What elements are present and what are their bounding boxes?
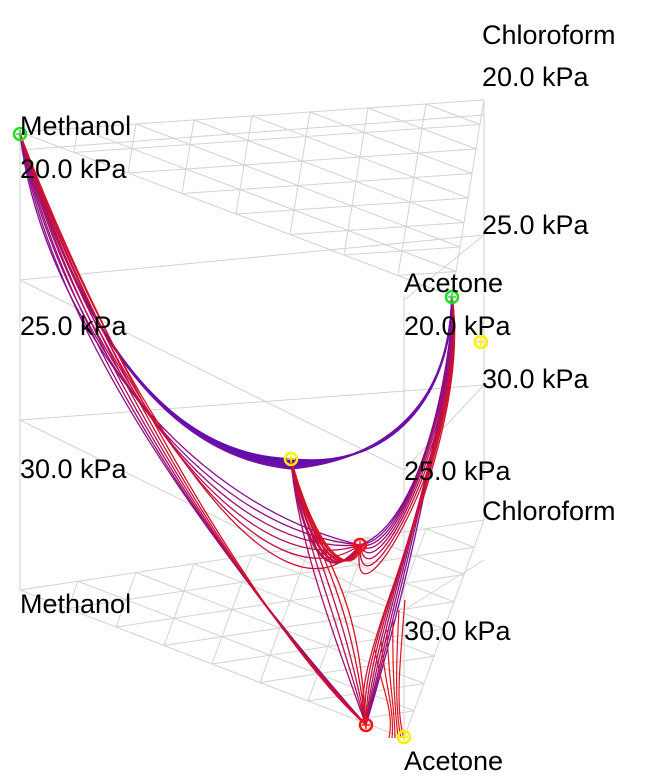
top-face-grid-line xyxy=(19,131,453,297)
top-face-grid-line xyxy=(73,124,481,153)
bottom-red-curve xyxy=(396,609,402,739)
label-left-30kpa: 30.0 kPa xyxy=(20,454,128,484)
label-acetone-bottom: Acetone xyxy=(404,746,503,776)
label-methanol-bottom: Methanol xyxy=(20,589,131,619)
label-acetone-top-pressure: 20.0 kPa xyxy=(404,311,512,341)
bottom-red-curve xyxy=(398,599,406,739)
bottom-red-curve xyxy=(380,639,394,739)
bottom-face-grid-line xyxy=(425,528,475,548)
methanol-curve xyxy=(19,133,367,726)
acetone-curve xyxy=(365,296,454,726)
bottom-face-grid-line xyxy=(403,519,485,739)
label-left-25kpa: 25.0 kPa xyxy=(20,311,128,341)
pressure-level-line xyxy=(19,384,485,421)
bottom-face-grid-line xyxy=(67,581,79,609)
label-chloroform-top: Chloroform xyxy=(482,20,616,50)
top-face-grid-line xyxy=(193,119,465,223)
methanol-curve xyxy=(19,133,367,726)
label-acetone-top: Acetone xyxy=(404,268,503,298)
label-chloroform-mid: Chloroform xyxy=(482,496,616,526)
bottom-face-grid-line xyxy=(19,589,405,739)
top-face-grid-line xyxy=(451,99,485,297)
pressure-level-line xyxy=(19,234,485,281)
top-face-grid-line xyxy=(309,111,473,174)
bottom-yellow-marker xyxy=(396,729,412,745)
top-face-grid-line xyxy=(289,222,465,235)
top-face-grid-line xyxy=(73,127,79,153)
pressure-level-line xyxy=(19,419,405,611)
top-face-grid-line xyxy=(135,123,461,248)
methanol-green-marker xyxy=(12,126,28,142)
mid-red-marker xyxy=(352,537,368,553)
label-acetone-bottom-30kpa: 30.0 kPa xyxy=(404,616,512,646)
right-yellow-marker xyxy=(473,334,489,350)
label-acetone-mid-25kpa: 25.0 kPa xyxy=(404,456,512,486)
top-face-grid-line xyxy=(181,119,195,194)
methanol-curve xyxy=(19,133,361,570)
pressure-level-line xyxy=(403,384,485,471)
azeotrope-curve xyxy=(290,458,361,562)
top-face-grid-line xyxy=(289,111,311,235)
bottom-face-grid-line xyxy=(259,655,435,683)
bottom-red-curve xyxy=(386,629,396,739)
label-methanol-top-pressure: 20.0 kPa xyxy=(20,154,128,184)
top-face-grid-line xyxy=(19,99,485,133)
methanol-curve xyxy=(19,133,367,726)
top-face-grid-line xyxy=(425,103,481,125)
bottom-red-marker xyxy=(358,717,374,733)
pressure-level-line xyxy=(19,279,405,471)
top-face-grid-line xyxy=(127,148,477,174)
point-markers xyxy=(12,126,489,745)
pressure-level-line xyxy=(403,234,485,301)
top-face-grid-line xyxy=(181,173,473,194)
methanol-curve xyxy=(19,133,367,726)
label-chloroform-top-pressure: 20.0 kPa xyxy=(482,62,590,92)
methanol-curve xyxy=(19,133,367,726)
pressure-level-line xyxy=(403,559,485,611)
top-face-grid-line xyxy=(397,271,457,276)
distillation-curves xyxy=(19,133,456,739)
bottom-face-grid-line xyxy=(259,546,311,683)
top-face-grid-line xyxy=(343,107,369,256)
azeotrope-yellow-marker xyxy=(283,451,299,467)
label-right-30kpa: 30.0 kPa xyxy=(482,364,590,394)
label-methanol-top: Methanol xyxy=(20,111,131,141)
acetone-green-marker xyxy=(444,289,460,305)
bottom-face-grid-line xyxy=(19,519,485,591)
top-face-grid-line xyxy=(397,103,427,276)
label-right-25kpa: 25.0 kPa xyxy=(482,210,590,240)
bottom-red-curve xyxy=(374,649,391,739)
bottom-face-grid-line xyxy=(163,563,195,646)
bottom-red-curve xyxy=(392,619,399,739)
pressure-level-line xyxy=(19,114,485,151)
bottom-face-grid-line xyxy=(193,563,435,657)
bottom-face-grid-line xyxy=(355,528,427,720)
top-face-grid-line xyxy=(77,127,457,272)
axis-labels: Chloroform 20.0 kPa Methanol 20.0 kPa 25… xyxy=(20,20,616,776)
